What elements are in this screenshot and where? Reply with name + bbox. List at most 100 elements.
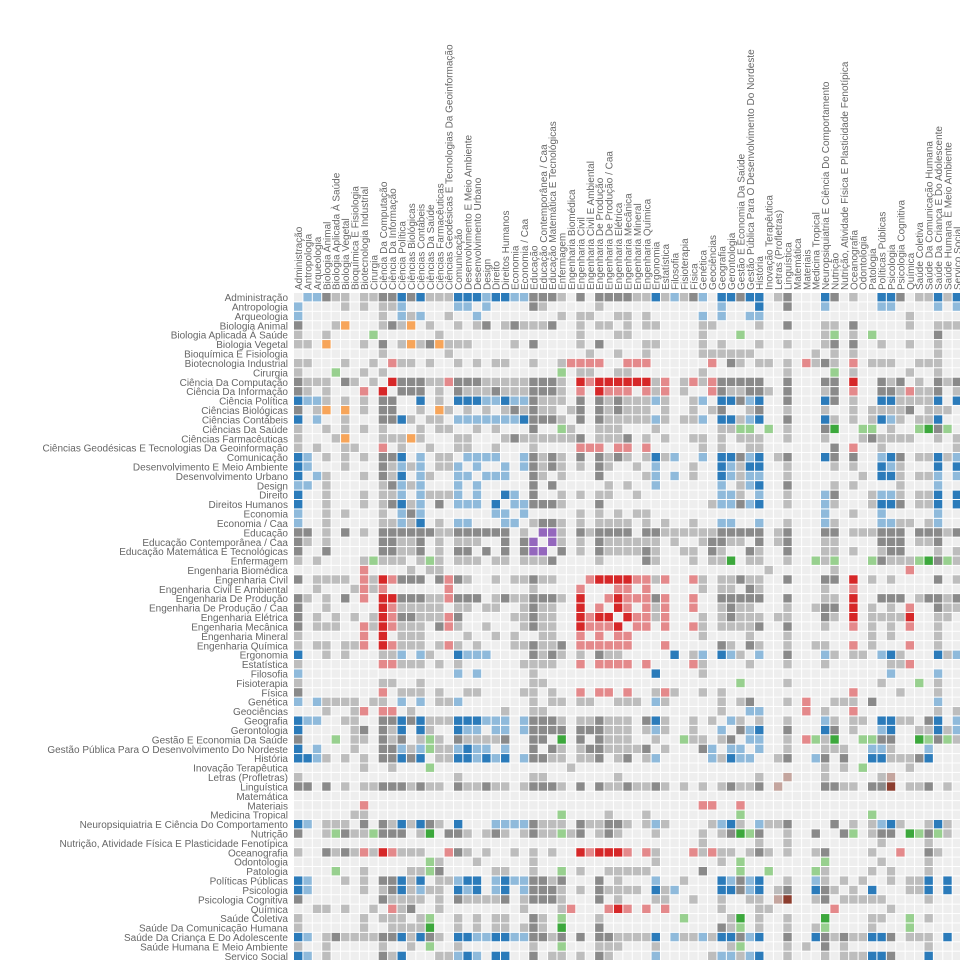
heatmap-cell: [519, 358, 529, 368]
heatmap-cell: [698, 876, 708, 885]
heatmap-cell: [858, 387, 867, 396]
heatmap-cell: [331, 942, 341, 951]
heatmap-cell: [312, 791, 322, 801]
heatmap-cell: [745, 725, 755, 735]
heatmap-cell: [792, 791, 802, 801]
heatmap-cell: [294, 471, 303, 481]
heatmap-cell: [529, 358, 538, 368]
heatmap-cell: [651, 293, 660, 302]
heatmap-cell: [331, 603, 341, 612]
heatmap-cell: [491, 838, 501, 848]
heatmap-cell: [538, 434, 548, 443]
heatmap-cell: [896, 707, 905, 716]
heatmap-cell: [595, 659, 604, 669]
heatmap-cell: [604, 819, 613, 829]
heatmap-cell: [585, 744, 595, 754]
heatmap-cell: [877, 914, 886, 923]
heatmap-cell: [613, 330, 623, 340]
heatmap-cell: [406, 387, 416, 396]
heatmap-cell: [651, 678, 660, 688]
heatmap-cell: [924, 716, 933, 725]
heatmap-cell: [303, 424, 312, 434]
heatmap-cell: [642, 801, 651, 810]
heatmap-cell: [472, 622, 482, 631]
heatmap-cell: [839, 481, 849, 490]
heatmap-cell: [642, 603, 651, 612]
heatmap-cell: [472, 641, 482, 650]
heatmap-cell: [689, 330, 698, 340]
heatmap-cell: [708, 669, 717, 678]
heatmap-cell: [839, 659, 849, 669]
heatmap-cell: [378, 537, 388, 547]
heatmap-cell: [529, 387, 538, 396]
heatmap-cell: [453, 302, 463, 311]
heatmap-cell: [548, 340, 557, 349]
heatmap-cell: [312, 575, 322, 584]
heatmap-cell: [773, 565, 783, 575]
heatmap-cell: [491, 500, 501, 509]
heatmap-cell: [331, 867, 341, 876]
heatmap-cell: [378, 462, 388, 471]
heatmap-cell: [660, 612, 670, 622]
heatmap-cell: [378, 801, 388, 810]
heatmap-cell: [331, 678, 341, 688]
heatmap-cell: [755, 829, 764, 838]
heatmap-cell: [745, 923, 755, 932]
heatmap-cell: [604, 462, 613, 471]
heatmap-cell: [670, 782, 679, 791]
heatmap-cell: [472, 415, 482, 424]
heatmap-cell: [802, 669, 811, 678]
heatmap-cell: [303, 801, 312, 810]
heatmap-cell: [604, 772, 613, 782]
heatmap-cell: [792, 311, 802, 321]
heatmap-cell: [435, 725, 444, 735]
heatmap-cell: [463, 782, 472, 791]
heatmap-cell: [548, 518, 557, 528]
heatmap-cell: [745, 744, 755, 754]
heatmap-cell: [397, 669, 406, 678]
heatmap-cell: [933, 415, 943, 424]
heatmap-cell: [359, 584, 369, 594]
heatmap-cell: [463, 452, 472, 462]
heatmap-cell: [933, 396, 943, 405]
heatmap-cell: [322, 631, 331, 641]
heatmap-cell: [877, 556, 886, 565]
heatmap-cell: [501, 848, 510, 857]
heatmap-cell: [952, 735, 960, 744]
heatmap-cell: [632, 537, 642, 547]
heatmap-cell: [924, 688, 933, 697]
heatmap-cell: [331, 829, 341, 838]
heatmap-cell: [331, 584, 341, 594]
heatmap-cell: [350, 565, 359, 575]
heatmap-cell: [952, 669, 960, 678]
heatmap-cell: [529, 876, 538, 885]
heatmap-cell: [350, 302, 359, 311]
heatmap-cell: [830, 914, 839, 923]
heatmap-cell: [378, 547, 388, 556]
heatmap-cell: [331, 293, 341, 302]
heatmap-cell: [698, 547, 708, 556]
heatmap-cell: [322, 537, 331, 547]
heatmap-cell: [444, 358, 453, 368]
heatmap-cell: [670, 819, 679, 829]
heatmap-cell: [453, 340, 463, 349]
heatmap-cell: [755, 311, 764, 321]
heatmap-cell: [632, 424, 642, 434]
heatmap-cell: [341, 452, 350, 462]
heatmap-cell: [905, 838, 915, 848]
heatmap-cell: [397, 490, 406, 500]
heatmap-cell: [576, 867, 585, 876]
heatmap-cell: [444, 471, 453, 481]
heatmap-cell: [369, 302, 378, 311]
heatmap-cell: [708, 424, 717, 434]
heatmap-cell: [510, 914, 519, 923]
heatmap-cell: [783, 387, 792, 396]
heatmap-cell: [359, 612, 369, 622]
heatmap-cell: [689, 650, 698, 659]
heatmap-cell: [378, 867, 388, 876]
heatmap-cell: [312, 321, 322, 330]
heatmap-cell: [689, 772, 698, 782]
heatmap-cell: [651, 942, 660, 951]
heatmap-cell: [820, 462, 830, 471]
heatmap-cell: [698, 302, 708, 311]
